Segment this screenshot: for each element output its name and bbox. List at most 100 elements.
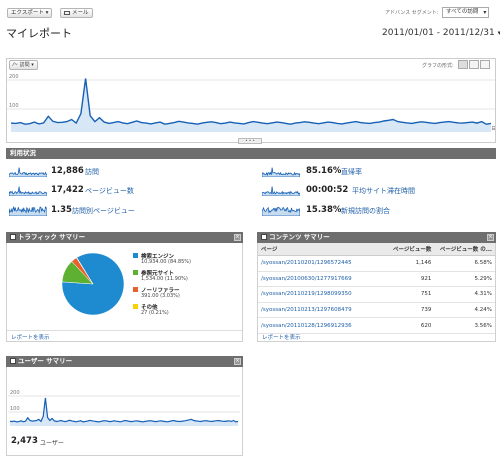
traffic-view-report-link[interactable]: レポートを表示 <box>11 335 50 341</box>
pageviews-link[interactable]: ページビュー数 <box>85 187 134 195</box>
col-pageviews: ページビュー数 <box>388 243 435 256</box>
close-icon[interactable]: × <box>234 358 241 365</box>
pageviews-cell: 620 <box>388 317 435 334</box>
collapse-icon[interactable] <box>261 234 267 240</box>
legend-swatch-direct <box>133 287 138 292</box>
collapse-icon[interactable] <box>10 234 16 240</box>
bounce-rate-value: 85.16% <box>306 166 342 176</box>
usage-section-header: 利用状況 <box>6 148 496 159</box>
legend-swatch-referral <box>133 270 138 275</box>
pageview-pct-cell: 6.58% <box>434 255 495 272</box>
pageviews-cell: 739 <box>388 302 435 319</box>
sparkline-path <box>262 206 300 216</box>
users-area <box>10 398 238 426</box>
bounce-rate-sparkline <box>262 167 300 177</box>
sparkline-path <box>9 167 47 177</box>
pageview-pct-cell: 4.24% <box>434 302 495 319</box>
legend-swatch-search <box>133 253 138 258</box>
new-visits-value: 15.38% <box>306 205 342 215</box>
legend-referral-link[interactable]: 参照元サイト <box>141 271 175 277</box>
user-summary-header: ユーザー サマリー × <box>6 356 243 367</box>
pages-per-visit-value: 1.35 <box>51 205 72 215</box>
date-range-picker[interactable]: 2011/01/01 - 2011/12/31 ▾ <box>382 28 500 38</box>
pageviews-cell: 1,146 <box>388 255 435 272</box>
pageview-pct-cell: 4.31% <box>434 286 495 303</box>
table-row: /syossan/20110128/1296912936 620 3.56% <box>258 317 495 334</box>
table-row: /syossan/20100630/1277917669 921 5.29% <box>258 271 495 288</box>
graph-mode-label: グラフの形式: <box>422 63 454 69</box>
close-icon[interactable]: × <box>234 234 241 241</box>
close-icon[interactable]: × <box>487 234 494 241</box>
content-table: ページ ページビュー数 ページビュー数 の... /syossan/201102… <box>258 243 495 334</box>
new-visits-sparkline <box>262 206 300 216</box>
col-pageview-pct: ページビュー数 の... <box>434 243 495 256</box>
users-chart: 200 100 <box>8 390 240 426</box>
mail-icon <box>64 10 70 15</box>
traffic-summary-panel <box>6 232 243 342</box>
page-link[interactable]: /syossan/20110201/1296572445 <box>258 255 388 272</box>
legend-swatch-other <box>133 304 138 309</box>
collapse-icon[interactable] <box>10 358 16 364</box>
content-summary-header: コンテンツ サマリー × <box>257 232 496 243</box>
pie-slice-other <box>76 257 94 285</box>
y-tick-100: 100 <box>9 103 19 109</box>
segment-label: アドバンス セグメント: <box>385 10 439 16</box>
users-line <box>9 397 239 423</box>
new-visits-link[interactable]: 新規訪問の割合 <box>341 207 390 215</box>
users-value: 2,473 <box>11 436 38 446</box>
legend-other-detail: 27 (0.21%) <box>141 310 169 316</box>
visits-link[interactable]: 訪問 <box>85 168 99 176</box>
bounce-rate-link[interactable]: 直帰率 <box>341 168 362 176</box>
pages-per-visit-link[interactable]: 訪問別ページビュー <box>72 207 135 215</box>
line-chart-icon: ⁄~ <box>13 62 19 68</box>
page-title: マイレポート <box>6 27 72 40</box>
table-row: /syossan/20110213/1297608479 739 4.24% <box>258 302 495 319</box>
page-link[interactable]: /syossan/20100630/1277917669 <box>258 271 388 288</box>
col-page: ページ <box>258 243 388 256</box>
visits-sparkline <box>9 167 47 177</box>
page-link[interactable]: /syossan/20110219/1298099350 <box>258 286 388 303</box>
mail-button[interactable]: メール <box>60 8 93 18</box>
sparkline-path <box>9 186 47 196</box>
legend-other-label: その他 <box>141 305 158 311</box>
export-button[interactable]: エクスポート ▾ <box>7 8 53 18</box>
y-tick-200: 200 <box>9 74 19 80</box>
avg-time-sparkline <box>262 186 300 196</box>
traffic-pie-chart <box>61 252 125 316</box>
avg-time-value: 00:00:52 <box>306 185 349 195</box>
pageviews-value: 17,422 <box>51 185 84 195</box>
sparkline-path <box>9 206 47 216</box>
pageviews-cell: 921 <box>388 271 435 288</box>
page-link[interactable]: /syossan/20110128/1296912936 <box>258 317 388 334</box>
graph-mode-day-button[interactable] <box>458 60 468 69</box>
visits-value: 12,886 <box>51 166 84 176</box>
table-row: /syossan/20110219/1298099350 751 4.31% <box>258 286 495 303</box>
sparkline-path <box>262 186 300 196</box>
legend-direct-link[interactable]: ノーリファラー <box>141 288 180 294</box>
chevron-down-icon: ▾ <box>497 29 500 37</box>
pageview-pct-cell: 5.29% <box>434 271 495 288</box>
legend-direct-detail: 391.00 (3.03%) <box>141 293 180 299</box>
page-link[interactable]: /syossan/20110213/1297608479 <box>258 302 388 319</box>
pageview-pct-cell: 3.56% <box>434 317 495 334</box>
segment-select[interactable]: すべての訪問 <box>442 7 490 18</box>
content-table-header-row: ページ ページビュー数 ページビュー数 の... <box>258 243 495 256</box>
sparkline-path <box>262 167 300 177</box>
users-label: ユーザー <box>40 440 64 447</box>
traffic-summary-header: トラフィック サマリー × <box>6 232 243 243</box>
table-row: /syossan/20110201/1296572445 1,146 6.58% <box>258 255 495 272</box>
content-view-report-link[interactable]: レポートを表示 <box>262 335 301 341</box>
legend-search-detail: 10,934.00 (84.85%) <box>141 259 192 265</box>
main-visits-chart: 200 100 2月1日3月1日4月1日5月1日6月1日7月1日8月1日9月1日… <box>7 74 495 132</box>
pageviews-sparkline <box>9 186 47 196</box>
graph-mode-week-button[interactable] <box>469 60 479 69</box>
metric-select[interactable]: ⁄~ 訪問 ▾ <box>9 60 38 70</box>
avg-time-link[interactable]: 平均サイト滞在時間 <box>352 187 415 195</box>
chart-resize-handle[interactable]: • • • <box>238 138 262 144</box>
legend-referral-detail: 1,534.00 (11.90%) <box>141 276 188 282</box>
pages-per-visit-sparkline <box>9 206 47 216</box>
graph-mode-month-button[interactable] <box>480 60 490 69</box>
y-tick-100: 100 <box>10 406 20 412</box>
visits-area <box>11 78 491 132</box>
legend-search-link[interactable]: 検索エンジン <box>141 254 175 260</box>
